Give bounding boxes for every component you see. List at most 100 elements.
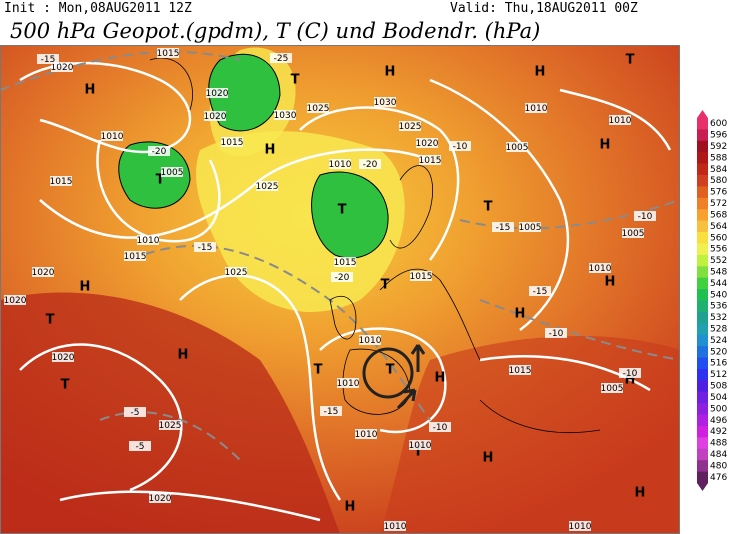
label-box <box>256 181 278 191</box>
low-marker: T <box>338 203 347 218</box>
isobar-label: 1010 <box>337 379 360 389</box>
colorbar-swatch <box>697 220 708 233</box>
temperature-label: -5 <box>136 442 145 452</box>
isobar-label: 1015 <box>50 177 73 187</box>
isobar-label: 1015 <box>124 252 147 262</box>
label-box <box>334 257 356 267</box>
isobar-label: 1010 <box>101 132 124 142</box>
colorbar-label: 544 <box>710 279 727 289</box>
temperature-label: -5 <box>131 408 140 418</box>
colorbar-label: 568 <box>710 210 727 220</box>
label-box <box>225 267 247 277</box>
highlight-arrow <box>396 388 417 410</box>
label-box <box>50 176 72 186</box>
isobar-label: 1015 <box>221 138 244 148</box>
colorbar-label: 552 <box>710 256 727 266</box>
high-marker: H <box>625 373 636 388</box>
colorbar-swatch <box>697 152 708 165</box>
highlight-circle <box>362 347 414 399</box>
colorbar-swatch <box>697 140 708 153</box>
colorbar-label: 580 <box>710 176 727 186</box>
high-marker: H <box>435 371 446 386</box>
low-marker: T <box>61 378 70 393</box>
isobar-label: 1020 <box>51 63 74 73</box>
label-box <box>634 211 656 221</box>
isobar-label: 1005 <box>506 143 529 153</box>
temperature-label: -15 <box>533 287 548 297</box>
label-box <box>161 167 183 177</box>
high-marker: H <box>265 143 276 158</box>
colorbar-swatch <box>697 277 708 290</box>
temperature-label: -15 <box>496 223 511 233</box>
colorbar-label: 532 <box>710 313 727 323</box>
label-box <box>525 103 547 113</box>
colorbar-swatch <box>697 175 708 187</box>
isobar-label: 1005 <box>519 223 542 233</box>
temperature-label: -25 <box>274 54 289 64</box>
colorbar-swatch <box>697 163 708 176</box>
isobar-label: 1010 <box>525 104 548 114</box>
colorbar-swatch <box>697 243 708 256</box>
label-box <box>609 115 631 125</box>
isobar-label: 1010 <box>589 264 612 274</box>
label-box <box>601 383 623 393</box>
label-box <box>355 429 377 439</box>
coastlines <box>149 57 601 434</box>
temperature-label: -15 <box>198 243 213 253</box>
label-box <box>619 368 641 378</box>
label-box <box>410 271 432 281</box>
isobar-label: 1010 <box>137 236 160 246</box>
isobar-label: 1015 <box>419 156 442 166</box>
isobar-label: 1020 <box>149 494 172 504</box>
colorbar-label: 512 <box>710 370 727 380</box>
colorbar-label: 548 <box>710 267 727 277</box>
colorbar-swatch <box>697 197 708 210</box>
high-marker: H <box>80 280 91 295</box>
colorbar-label: 564 <box>710 222 727 232</box>
colorbar-swatch <box>697 403 708 416</box>
isobar-label: 1020 <box>52 353 75 363</box>
label-box <box>374 97 396 107</box>
isobar-label: 1025 <box>399 122 422 132</box>
high-marker: H <box>483 451 494 466</box>
label-box <box>51 62 73 72</box>
colorbar: 6005965925885845805765725685645605565525… <box>697 110 727 491</box>
label-box <box>137 235 159 245</box>
colorbar-label: 480 <box>710 461 727 471</box>
label-box <box>129 441 151 451</box>
colorbar-swatch <box>697 118 708 130</box>
label-box <box>359 335 381 345</box>
label-box <box>545 328 567 338</box>
temperature-label: -15 <box>41 55 56 65</box>
colorbar-label: 496 <box>710 416 727 426</box>
colorbar-label: 520 <box>710 347 727 357</box>
colorbar-label: 488 <box>710 439 727 449</box>
colorbar-swatch <box>697 471 708 484</box>
colorbar-label: 584 <box>710 165 727 175</box>
label-box <box>419 155 441 165</box>
label-box <box>307 103 329 113</box>
high-marker: H <box>178 348 189 363</box>
label-box <box>270 53 292 63</box>
low-marker: T <box>414 445 423 460</box>
high-marker: H <box>85 83 96 98</box>
temperature-label: -20 <box>363 160 378 170</box>
temperature-label: -10 <box>453 142 468 152</box>
temperature-label: -10 <box>549 329 564 339</box>
low-marker: T <box>46 313 55 328</box>
isobar-label: 1020 <box>32 268 55 278</box>
colorbar-swatch <box>697 357 708 370</box>
label-box <box>429 422 451 432</box>
colorbar-cap <box>697 483 708 491</box>
isobar-label: 1020 <box>206 89 229 99</box>
label-box <box>492 222 514 232</box>
label-box <box>221 137 243 147</box>
low-marker: T <box>291 73 300 88</box>
isobar-lines <box>19 61 672 522</box>
colorbar-swatch <box>697 209 708 222</box>
colorbar-label: 588 <box>710 153 727 163</box>
colorbar-swatch <box>697 300 708 313</box>
colorbar-label: 476 <box>710 473 727 483</box>
colorbar-cap <box>697 110 708 118</box>
colorbar-swatch <box>697 425 708 438</box>
